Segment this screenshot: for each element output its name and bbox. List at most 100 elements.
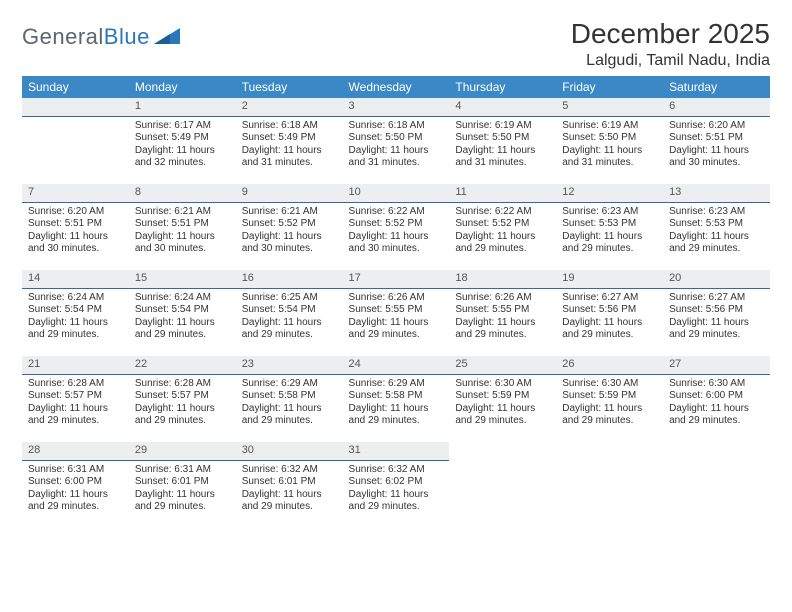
day-dl1: Daylight: 11 hours bbox=[135, 231, 230, 244]
day-sunrise: Sunrise: 6:21 AM bbox=[242, 206, 337, 219]
day-number: 20 bbox=[663, 270, 770, 289]
day-number: 3 bbox=[343, 98, 450, 117]
day-sunrise: Sunrise: 6:19 AM bbox=[562, 120, 657, 133]
day-details: Sunrise: 6:30 AMSunset: 6:00 PMDaylight:… bbox=[663, 375, 770, 432]
calendar-cell: 5Sunrise: 6:19 AMSunset: 5:50 PMDaylight… bbox=[556, 98, 663, 184]
weekday-header: Sunday bbox=[22, 76, 129, 98]
calendar-week-row: 7Sunrise: 6:20 AMSunset: 5:51 PMDaylight… bbox=[22, 184, 770, 270]
day-dl1: Daylight: 11 hours bbox=[242, 317, 337, 330]
calendar-cell: 15Sunrise: 6:24 AMSunset: 5:54 PMDayligh… bbox=[129, 270, 236, 356]
day-details: Sunrise: 6:22 AMSunset: 5:52 PMDaylight:… bbox=[449, 203, 556, 260]
day-number: 22 bbox=[129, 356, 236, 375]
weekday-header: Tuesday bbox=[236, 76, 343, 98]
day-dl1: Daylight: 11 hours bbox=[455, 145, 550, 158]
day-dl2: and 31 minutes. bbox=[242, 157, 337, 170]
day-sunrise: Sunrise: 6:23 AM bbox=[669, 206, 764, 219]
day-sunset: Sunset: 5:58 PM bbox=[242, 390, 337, 403]
calendar-cell: 19Sunrise: 6:27 AMSunset: 5:56 PMDayligh… bbox=[556, 270, 663, 356]
location-label: Lalgudi, Tamil Nadu, India bbox=[571, 52, 770, 70]
day-sunset: Sunset: 5:53 PM bbox=[562, 218, 657, 231]
day-dl1: Daylight: 11 hours bbox=[455, 317, 550, 330]
day-dl1: Daylight: 11 hours bbox=[242, 145, 337, 158]
calendar-cell: 18 Sunrise: 6:26 AMSunset: 5:55 PMDayligh… bbox=[449, 270, 556, 356]
day-details: Sunrise: 6:31 AMSunset: 6:00 PMDaylight:… bbox=[22, 461, 129, 518]
day-details: Sunrise: 6:23 AMSunset: 5:53 PMDaylight:… bbox=[556, 203, 663, 260]
calendar-cell: 27Sunrise: 6:30 AMSunset: 6:00 PMDayligh… bbox=[663, 356, 770, 442]
calendar-cell-empty bbox=[556, 442, 663, 528]
calendar-table: Sunday Monday Tuesday Wednesday Thursday… bbox=[22, 76, 770, 528]
day-number: 9 bbox=[236, 184, 343, 203]
day-number: 5 bbox=[556, 98, 663, 117]
day-number: 28 bbox=[22, 442, 129, 461]
day-dl1: Daylight: 11 hours bbox=[349, 317, 444, 330]
day-sunrise: Sunrise: 6:28 AM bbox=[28, 378, 123, 391]
day-number: 14 bbox=[22, 270, 129, 289]
calendar-cell: 25Sunrise: 6:30 AMSunset: 5:59 PMDayligh… bbox=[449, 356, 556, 442]
weekday-header: Friday bbox=[556, 76, 663, 98]
day-sunset: Sunset: 5:55 PM bbox=[349, 304, 444, 317]
day-dl1: Daylight: 11 hours bbox=[28, 403, 123, 416]
day-number: 21 bbox=[22, 356, 129, 375]
day-sunrise: Sunrise: 6:32 AM bbox=[349, 464, 444, 477]
day-sunset: Sunset: 5:56 PM bbox=[562, 304, 657, 317]
day-sunset: Sunset: 5:55 PM bbox=[455, 304, 550, 317]
day-sunset: Sunset: 5:57 PM bbox=[28, 390, 123, 403]
day-dl2: and 29 minutes. bbox=[562, 243, 657, 256]
day-details: Sunrise: 6:20 AMSunset: 5:51 PMDaylight:… bbox=[22, 203, 129, 260]
day-sunrise: Sunrise: 6:27 AM bbox=[562, 292, 657, 305]
calendar-cell: 31Sunrise: 6:32 AMSunset: 6:02 PMDayligh… bbox=[343, 442, 450, 528]
day-sunrise: Sunrise: 6:29 AM bbox=[349, 378, 444, 391]
day-dl2: and 29 minutes. bbox=[135, 501, 230, 514]
calendar-week-row: 14Sunrise: 6:24 AMSunset: 5:54 PMDayligh… bbox=[22, 270, 770, 356]
day-dl1: Daylight: 11 hours bbox=[455, 403, 550, 416]
logo-triangle-icon bbox=[154, 26, 180, 49]
day-dl1: Daylight: 11 hours bbox=[562, 317, 657, 330]
day-sunrise: Sunrise: 6:20 AM bbox=[28, 206, 123, 219]
calendar-cell: 12Sunrise: 6:23 AMSunset: 5:53 PMDayligh… bbox=[556, 184, 663, 270]
calendar-cell: 8Sunrise: 6:21 AMSunset: 5:51 PMDaylight… bbox=[129, 184, 236, 270]
day-details: Sunrise: 6:23 AMSunset: 5:53 PMDaylight:… bbox=[663, 203, 770, 260]
day-sunset: Sunset: 6:00 PM bbox=[28, 476, 123, 489]
calendar-cell: 9Sunrise: 6:21 AMSunset: 5:52 PMDaylight… bbox=[236, 184, 343, 270]
calendar-cell: 22Sunrise: 6:28 AMSunset: 5:57 PMDayligh… bbox=[129, 356, 236, 442]
calendar-cell: 3Sunrise: 6:18 AMSunset: 5:50 PMDaylight… bbox=[343, 98, 450, 184]
calendar-cell: 30Sunrise: 6:32 AMSunset: 6:01 PMDayligh… bbox=[236, 442, 343, 528]
calendar-cell: 16Sunrise: 6:25 AMSunset: 5:54 PMDayligh… bbox=[236, 270, 343, 356]
day-dl2: and 29 minutes. bbox=[28, 329, 123, 342]
day-dl1: Daylight: 11 hours bbox=[349, 145, 444, 158]
brand-gray: General bbox=[22, 24, 104, 49]
day-number: 27 bbox=[663, 356, 770, 375]
day-sunrise: Sunrise: 6:22 AM bbox=[455, 206, 550, 219]
day-dl1: Daylight: 11 hours bbox=[135, 489, 230, 502]
day-dl1: Daylight: 11 hours bbox=[28, 489, 123, 502]
day-number: 10 bbox=[343, 184, 450, 203]
calendar-cell: 20Sunrise: 6:27 AMSunset: 5:56 PMDayligh… bbox=[663, 270, 770, 356]
day-number: 15 bbox=[129, 270, 236, 289]
day-dl1: Daylight: 11 hours bbox=[242, 231, 337, 244]
day-sunrise: Sunrise: 6:30 AM bbox=[562, 378, 657, 391]
day-details: Sunrise: 6:19 AMSunset: 5:50 PMDaylight:… bbox=[556, 117, 663, 174]
day-sunset: Sunset: 6:01 PM bbox=[242, 476, 337, 489]
day-number: 18 bbox=[449, 270, 556, 289]
day-sunrise: Sunrise: 6:25 AM bbox=[242, 292, 337, 305]
day-dl1: Daylight: 11 hours bbox=[135, 403, 230, 416]
day-sunset: Sunset: 5:59 PM bbox=[562, 390, 657, 403]
weekday-header: Thursday bbox=[449, 76, 556, 98]
day-sunrise: Sunrise: 6:30 AM bbox=[455, 378, 550, 391]
day-dl1: Daylight: 11 hours bbox=[562, 231, 657, 244]
day-dl2: and 31 minutes. bbox=[455, 157, 550, 170]
day-dl1: Daylight: 11 hours bbox=[28, 231, 123, 244]
day-dl2: and 29 minutes. bbox=[242, 501, 337, 514]
day-sunrise: Sunrise: 6:28 AM bbox=[135, 378, 230, 391]
day-details: Sunrise: 6:26 AMSunset: 5:55 PMDaylight:… bbox=[343, 289, 450, 346]
calendar-cell-empty bbox=[22, 98, 129, 184]
day-details: Sunrise: 6:32 AMSunset: 6:01 PMDaylight:… bbox=[236, 461, 343, 518]
day-details: Sunrise: 6:24 AMSunset: 5:54 PMDaylight:… bbox=[129, 289, 236, 346]
day-sunset: Sunset: 6:00 PM bbox=[669, 390, 764, 403]
day-sunset: Sunset: 5:51 PM bbox=[28, 218, 123, 231]
day-number: 30 bbox=[236, 442, 343, 461]
day-sunrise: Sunrise: 6:26 AM bbox=[455, 292, 550, 305]
day-number: 4 bbox=[449, 98, 556, 117]
day-sunrise: Sunrise: 6:27 AM bbox=[669, 292, 764, 305]
day-dl1: Daylight: 11 hours bbox=[242, 403, 337, 416]
